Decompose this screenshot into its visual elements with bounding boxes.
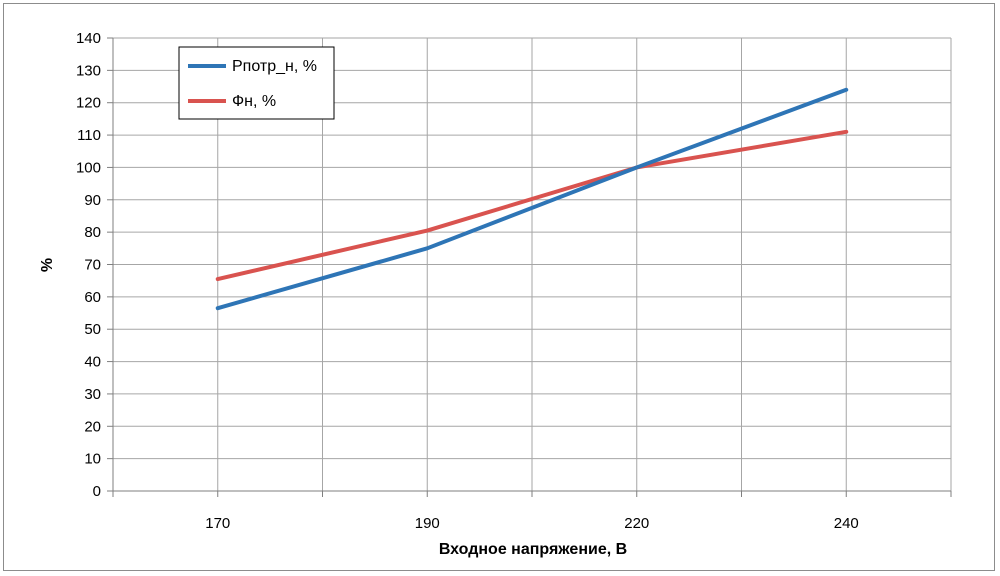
legend: Pпотр_н, % Фн, %	[178, 46, 335, 120]
y-tick-label: 90	[84, 192, 101, 209]
y-tick-label: 0	[93, 483, 101, 500]
series-line-2	[215, 129, 849, 282]
y-tick-label: 60	[84, 289, 101, 306]
x-tick-label: 220	[624, 515, 649, 532]
y-tick-label: 40	[84, 354, 101, 371]
axes: 0 10 20 30 40 50 60 70 80 90 100 110 120 130 140 170 190…	[76, 30, 952, 532]
y-tick-label: 130	[76, 62, 101, 79]
y-tick-label: 70	[84, 257, 101, 274]
y-tick-label: 140	[76, 30, 101, 47]
legend-box	[178, 46, 335, 120]
legend-label-series-2: Фн, %	[232, 93, 276, 110]
series-lines	[215, 87, 849, 311]
y-tick-label: 10	[84, 451, 101, 468]
y-tick-label: 80	[84, 224, 101, 241]
y-tick-label: 110	[77, 127, 101, 144]
y-tick-label: 120	[76, 95, 101, 112]
series-line-1	[215, 87, 849, 311]
y-axis-label: %	[39, 258, 56, 272]
x-tick-label: 170	[205, 515, 230, 532]
x-tick-label: 240	[834, 515, 859, 532]
y-tick-label: 30	[84, 386, 101, 403]
y-tick-label: 20	[84, 418, 101, 435]
y-tick-label: 50	[84, 321, 101, 338]
y-tick-label: 100	[76, 159, 101, 176]
legend-label-series-1: Pпотр_н, %	[232, 58, 317, 75]
x-axis-label: Входное напряжение, В	[439, 541, 627, 558]
x-tick-label: 190	[415, 515, 440, 532]
